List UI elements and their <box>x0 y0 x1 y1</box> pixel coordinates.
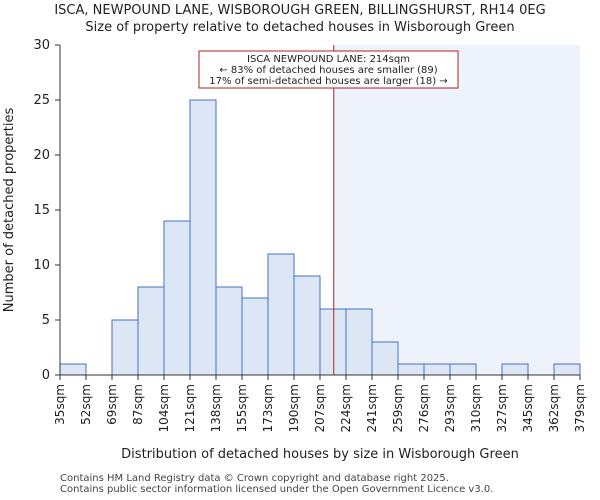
bar <box>553 363 581 376</box>
x-tick-label: 327sqm <box>495 384 509 432</box>
x-tick-label: 87sqm <box>131 384 145 425</box>
x-ticks-group: 35sqm 52sqm 69sqm 87sqm 104sqm 121sqm 138sqm 15… <box>53 375 587 432</box>
y-ticks-group: 0 5 10 15 20 25 30 <box>33 38 60 383</box>
y-tick-label: 10 <box>33 258 50 273</box>
bar <box>423 363 451 376</box>
chart-title: ISCA, NEWPOUND LANE, WISBOROUGH GREEN, B… <box>54 3 546 18</box>
x-tick-label: 362sqm <box>547 384 561 432</box>
x-tick-label: 379sqm <box>573 384 587 432</box>
x-tick-label: 69sqm <box>105 384 119 425</box>
larger-region-highlight <box>333 45 580 375</box>
bar <box>345 308 373 376</box>
x-tick-label: 173sqm <box>261 384 275 432</box>
bar <box>215 286 243 376</box>
bar <box>241 297 269 376</box>
x-tick-label: 310sqm <box>469 384 483 432</box>
x-tick-label: 52sqm <box>79 384 93 425</box>
x-tick-label: 138sqm <box>209 384 223 432</box>
bar <box>371 341 399 376</box>
y-axis-label: Number of detached properties <box>2 108 17 313</box>
footer-line-1: Contains HM Land Registry data © Crown c… <box>60 473 449 484</box>
bars-group <box>59 99 581 376</box>
x-tick-label: 345sqm <box>521 384 535 432</box>
bar <box>449 363 477 376</box>
bar <box>397 363 425 376</box>
bar <box>59 363 87 376</box>
x-tick-label: 241sqm <box>365 384 379 432</box>
x-tick-label: 104sqm <box>157 384 171 432</box>
x-tick-label: 190sqm <box>287 384 301 432</box>
x-tick-label: 155sqm <box>235 384 249 432</box>
x-tick-label: 293sqm <box>443 384 457 432</box>
y-tick-label: 20 <box>33 148 50 163</box>
bar <box>267 253 295 376</box>
bar <box>319 308 347 376</box>
annotation-box <box>198 50 459 89</box>
x-tick-label: 224sqm <box>339 384 353 432</box>
x-tick-label: 207sqm <box>313 384 327 432</box>
y-tick-label: 30 <box>33 38 50 53</box>
annotation-line: 17% of semi-detached houses are larger (… <box>209 76 447 87</box>
annotation-text-group: ISCA NEWPOUND LANE: 214sqm← 83% of detac… <box>209 54 447 87</box>
chart-subtitle: Size of property relative to detached ho… <box>85 20 515 35</box>
x-tick-label: 259sqm <box>391 384 405 432</box>
x-tick-label: 35sqm <box>53 384 67 425</box>
bar <box>163 220 191 376</box>
x-tick-label: 276sqm <box>417 384 431 432</box>
x-axis-label: Distribution of detached houses by size … <box>121 447 519 462</box>
bar <box>189 99 217 376</box>
y-tick-label: 15 <box>33 203 50 218</box>
y-tick-label: 5 <box>42 313 50 328</box>
annotation-line: ISCA NEWPOUND LANE: 214sqm <box>247 54 410 65</box>
bar <box>137 286 165 376</box>
y-tick-label: 25 <box>33 93 50 108</box>
x-tick-label: 121sqm <box>183 384 197 432</box>
bar <box>293 275 321 376</box>
y-tick-label: 0 <box>42 368 50 383</box>
annotation-line: ← 83% of detached houses are smaller (89… <box>219 65 437 76</box>
footer-line-2: Contains public sector information licen… <box>60 484 494 495</box>
bar <box>501 363 529 376</box>
bar <box>111 319 139 376</box>
